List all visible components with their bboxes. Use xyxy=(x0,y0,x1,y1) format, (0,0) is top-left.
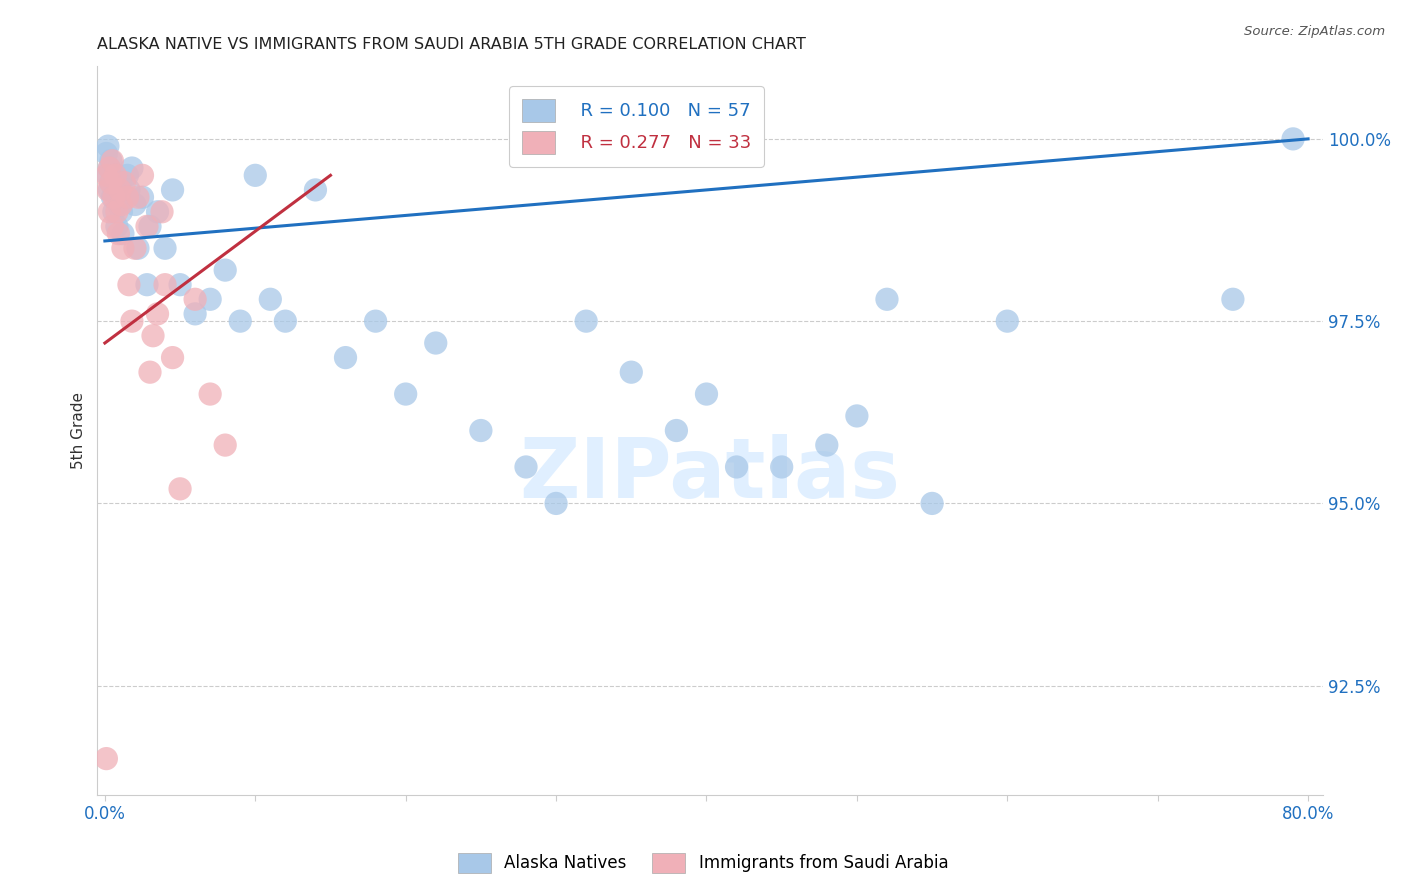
Point xyxy=(229,314,252,328)
Point xyxy=(97,139,120,153)
Point xyxy=(1222,293,1244,307)
Point xyxy=(395,387,418,401)
Point xyxy=(112,190,135,204)
Legend:   R = 0.100   N = 57,   R = 0.277   N = 33: R = 0.100 N = 57, R = 0.277 N = 33 xyxy=(509,86,763,167)
Point xyxy=(162,351,184,365)
Point xyxy=(103,190,125,204)
Point xyxy=(121,314,143,328)
Point xyxy=(1282,132,1305,146)
Point xyxy=(105,219,128,234)
Text: Source: ZipAtlas.com: Source: ZipAtlas.com xyxy=(1244,25,1385,38)
Point xyxy=(110,204,132,219)
Point xyxy=(101,169,124,183)
Point xyxy=(695,387,717,401)
Point xyxy=(108,183,131,197)
Point xyxy=(104,169,127,183)
Point xyxy=(146,204,169,219)
Point xyxy=(146,307,169,321)
Point xyxy=(142,328,165,343)
Point xyxy=(124,197,146,211)
Point xyxy=(876,293,898,307)
Point xyxy=(127,241,149,255)
Point xyxy=(131,169,153,183)
Point xyxy=(575,314,598,328)
Point xyxy=(124,241,146,255)
Point xyxy=(245,169,267,183)
Point xyxy=(845,409,868,423)
Point xyxy=(100,176,122,190)
Point xyxy=(96,751,118,765)
Point xyxy=(101,219,124,234)
Point xyxy=(101,190,124,204)
Legend: Alaska Natives, Immigrants from Saudi Arabia: Alaska Natives, Immigrants from Saudi Ar… xyxy=(451,847,955,880)
Point xyxy=(770,460,793,475)
Point xyxy=(515,460,537,475)
Point xyxy=(169,277,191,292)
Point xyxy=(117,190,139,204)
Point xyxy=(546,496,568,510)
Point xyxy=(104,183,127,197)
Point xyxy=(184,293,207,307)
Point xyxy=(136,277,159,292)
Point xyxy=(121,161,143,175)
Point xyxy=(98,204,121,219)
Y-axis label: 5th Grade: 5th Grade xyxy=(72,392,86,469)
Point xyxy=(100,176,122,190)
Point xyxy=(198,293,221,307)
Point xyxy=(97,169,120,183)
Point xyxy=(169,482,191,496)
Point xyxy=(335,351,357,365)
Point xyxy=(105,204,128,219)
Point xyxy=(100,153,122,168)
Point xyxy=(117,169,139,183)
Point xyxy=(118,183,141,197)
Point xyxy=(162,183,184,197)
Point xyxy=(111,241,134,255)
Point xyxy=(995,314,1018,328)
Point xyxy=(112,176,135,190)
Point xyxy=(96,146,118,161)
Point xyxy=(136,219,159,234)
Point xyxy=(470,424,492,438)
Point xyxy=(274,314,297,328)
Point xyxy=(364,314,387,328)
Text: ALASKA NATIVE VS IMMIGRANTS FROM SAUDI ARABIA 5TH GRADE CORRELATION CHART: ALASKA NATIVE VS IMMIGRANTS FROM SAUDI A… xyxy=(97,37,806,53)
Point xyxy=(111,227,134,241)
Point xyxy=(139,365,162,379)
Point xyxy=(103,204,125,219)
Point xyxy=(101,153,124,168)
Point xyxy=(153,241,176,255)
Point xyxy=(139,219,162,234)
Point xyxy=(96,169,118,183)
Point xyxy=(110,197,132,211)
Point xyxy=(198,387,221,401)
Point xyxy=(107,197,129,211)
Point xyxy=(150,204,173,219)
Point xyxy=(107,227,129,241)
Point xyxy=(425,336,447,351)
Point xyxy=(108,176,131,190)
Point xyxy=(131,190,153,204)
Point xyxy=(184,307,207,321)
Point xyxy=(98,183,121,197)
Point xyxy=(127,190,149,204)
Point xyxy=(118,277,141,292)
Point xyxy=(304,183,326,197)
Point xyxy=(97,183,120,197)
Point xyxy=(214,438,236,452)
Point xyxy=(153,277,176,292)
Point xyxy=(620,365,643,379)
Point xyxy=(259,293,281,307)
Point xyxy=(815,438,838,452)
Point xyxy=(725,460,748,475)
Point xyxy=(921,496,943,510)
Point xyxy=(214,263,236,277)
Point xyxy=(665,424,688,438)
Text: ZIPatlas: ZIPatlas xyxy=(520,434,901,515)
Point xyxy=(98,161,121,175)
Point xyxy=(98,161,121,175)
